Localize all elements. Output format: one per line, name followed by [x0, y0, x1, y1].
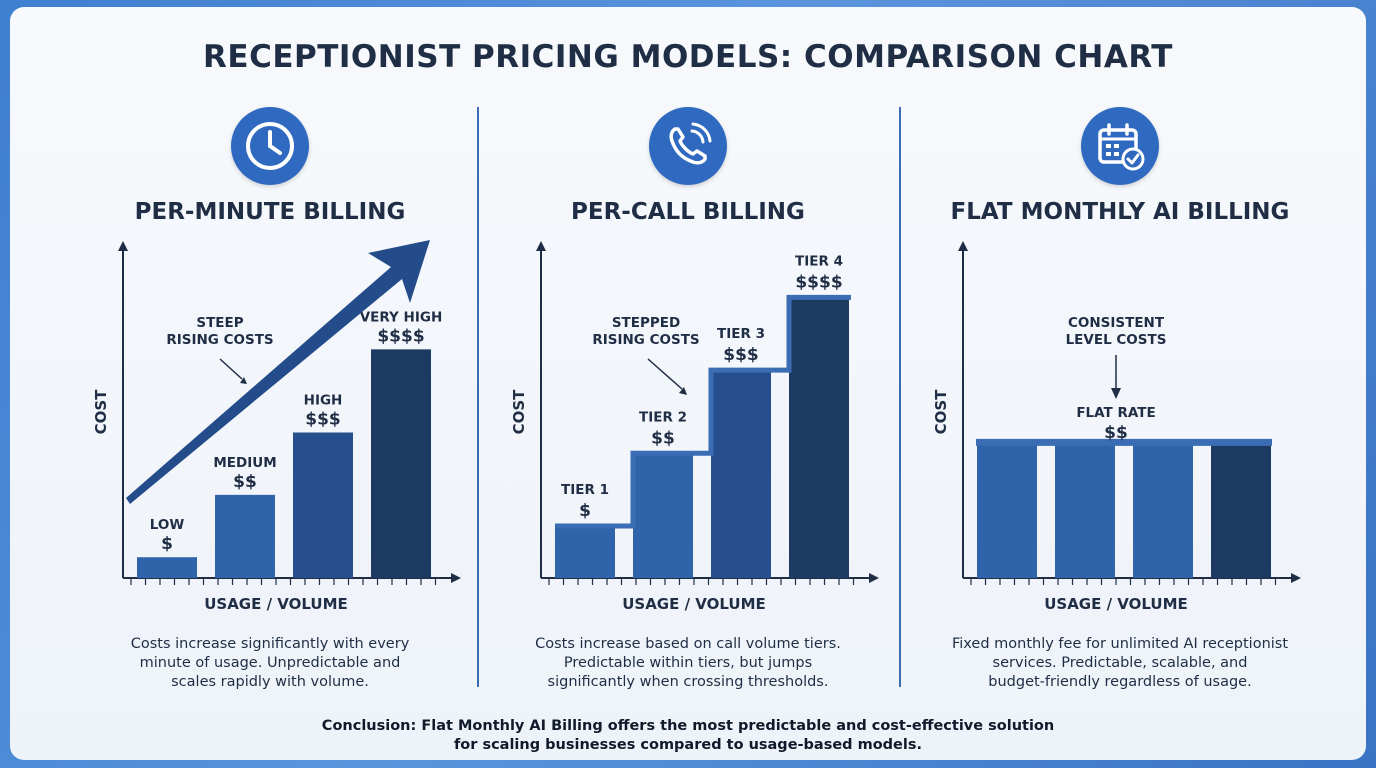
panel-flat-monthly: FLAT MONTHLY AI BILLING USAGE / VOLUME CO…: [890, 7, 1330, 697]
category-label: LOW: [150, 517, 185, 533]
bar: [293, 432, 353, 578]
page-title: RECEPTIONIST PRICING MODELS: COMPARISON …: [203, 39, 1173, 75]
y-axis-label: COST: [510, 389, 528, 435]
y-axis-label: COST: [92, 389, 110, 435]
trend-arrow: [126, 240, 430, 504]
step-line: [555, 294, 851, 529]
calendar-check-icon: [1081, 107, 1159, 185]
bar: [555, 526, 615, 578]
description-line: budget-friendly regardless of usage.: [988, 674, 1252, 690]
bar: [633, 453, 693, 578]
y-axis-arrow: [536, 241, 546, 251]
category-label: VERY HIGH: [360, 309, 443, 325]
conclusion-line: for scaling businesses compared to usage…: [453, 737, 922, 753]
panel-description: Costs increase based on call volume tier…: [468, 635, 908, 692]
panel-title: PER-MINUTE BILLING: [134, 199, 406, 225]
description-line: Costs increase significantly with every: [130, 636, 410, 652]
annotation-pointer-head: [679, 387, 687, 395]
annotation-pointer-head: [240, 377, 247, 384]
bar: [789, 297, 849, 578]
category-label: HIGH: [304, 393, 343, 409]
category-label: TIER 2: [639, 409, 687, 425]
annotation-line: STEPPED: [612, 315, 680, 331]
description-line: scales rapidly with volume.: [171, 674, 369, 690]
category-label: TIER 3: [717, 326, 765, 342]
y-axis-arrow: [118, 241, 128, 251]
panel-title: FLAT MONTHLY AI BILLING: [950, 199, 1290, 225]
category-label: MEDIUM: [213, 455, 276, 471]
x-axis-arrow: [1291, 573, 1301, 583]
description-line: Predictable within tiers, but jumps: [563, 655, 813, 671]
value-label: $$$: [305, 410, 341, 430]
divider-right: [899, 107, 901, 687]
annotation-pointer: [219, 358, 243, 380]
x-axis-label: USAGE / VOLUME: [622, 595, 766, 613]
x-axis-arrow: [869, 573, 879, 583]
value-label: $$: [651, 428, 675, 448]
clock-icon: [231, 107, 309, 185]
panel-title: PER-CALL BILLING: [571, 199, 805, 225]
y-axis-label: COST: [932, 389, 950, 435]
conclusion-line: Conclusion: Flat Monthly AI Billing offe…: [321, 718, 1055, 734]
bar: [711, 370, 771, 578]
value-label: $$$$: [377, 326, 424, 346]
flat-rate-value: $$: [1104, 423, 1128, 443]
y-axis-arrow: [958, 241, 968, 251]
infographic-card: RECEPTIONIST PRICING MODELS: COMPARISON …: [10, 7, 1366, 760]
panel-per-call: PER-CALL BILLING USAGE / VOLUME COST TIER …: [468, 7, 908, 697]
x-axis-label: USAGE / VOLUME: [1044, 595, 1188, 613]
flat-monthly-chart: USAGE / VOLUME COST FLAT RATE $$ CONSISTENTL…: [932, 241, 1301, 613]
phone-icon: [649, 107, 727, 185]
annotation-line: STEEP: [196, 315, 243, 331]
bar: [1211, 442, 1271, 578]
annotation-line: CONSISTENT: [1068, 315, 1165, 331]
annotation-pointer-head: [1111, 388, 1121, 399]
x-axis-label: USAGE / VOLUME: [204, 595, 348, 613]
description-line: Fixed monthly fee for unlimited AI recep…: [951, 636, 1289, 652]
bar: [1055, 442, 1115, 578]
value-label: $$$$: [795, 272, 842, 292]
annotation-line: RISING COSTS: [166, 332, 273, 348]
panel-description: Fixed monthly fee for unlimited AI recep…: [890, 635, 1350, 692]
panel-description: Costs increase significantly with every …: [50, 635, 490, 692]
annotation-line: LEVEL COSTS: [1066, 332, 1167, 348]
value-label: $: [579, 501, 591, 521]
bar: [137, 557, 197, 578]
bar: [977, 442, 1037, 578]
divider-left: [477, 107, 479, 687]
conclusion: Conclusion: Flat Monthly AI Billing offe…: [10, 717, 1366, 755]
annotation-line: RISING COSTS: [592, 332, 699, 348]
value-label: $: [161, 534, 173, 554]
bar: [371, 349, 431, 578]
per-minute-chart: USAGE / VOLUME COST LOW$ MEDIUM$$ HIGH$$$ VER…: [92, 240, 461, 613]
value-label: $$: [233, 472, 257, 492]
x-axis-arrow: [451, 573, 461, 583]
category-label: TIER 4: [795, 253, 843, 269]
category-label: TIER 1: [561, 482, 609, 498]
per-call-chart: USAGE / VOLUME COST TIER 1 $ TIER 2 $$ TIER 3 $…: [510, 241, 879, 613]
bar: [215, 494, 275, 578]
description-line: significantly when crossing thresholds.: [547, 674, 829, 690]
bar: [1133, 442, 1193, 578]
flat-rate-label: FLAT RATE: [1076, 405, 1155, 421]
description-line: Costs increase based on call volume tier…: [535, 636, 841, 652]
flat-line: [976, 438, 1272, 446]
value-label: $$$: [723, 345, 759, 365]
panel-per-minute: PER-MINUTE BILLING USAGE / VOLUME COST LOW…: [50, 7, 490, 697]
annotation-pointer: [647, 358, 683, 390]
description-line: minute of usage. Unpredictable and: [139, 655, 401, 671]
description-line: services. Predictable, scalable, and: [992, 655, 1248, 671]
